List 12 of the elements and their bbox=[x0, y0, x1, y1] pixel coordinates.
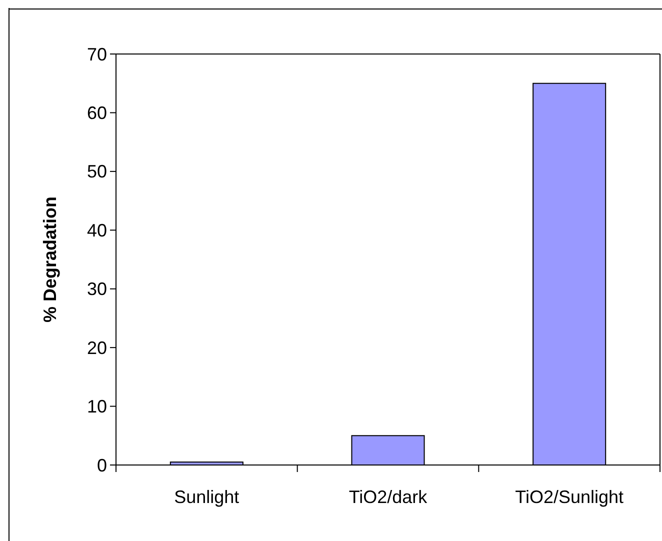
y-tick-label: 70 bbox=[86, 44, 107, 64]
y-tick-label: 50 bbox=[86, 162, 107, 182]
y-tick-label: 0 bbox=[96, 455, 107, 476]
y-tick-label: 20 bbox=[86, 338, 107, 358]
y-axis-title: % Degradation bbox=[40, 196, 60, 323]
y-tick-label: 10 bbox=[86, 396, 107, 417]
x-tick-label: TiO2/dark bbox=[348, 487, 428, 507]
y-tick-label: 40 bbox=[86, 220, 107, 240]
y-tick-label: 30 bbox=[86, 279, 107, 300]
x-tick-label: TiO2/Sunlight bbox=[515, 487, 624, 507]
x-tick-label: Sunlight bbox=[174, 487, 240, 507]
y-tick-label: 60 bbox=[86, 103, 107, 124]
